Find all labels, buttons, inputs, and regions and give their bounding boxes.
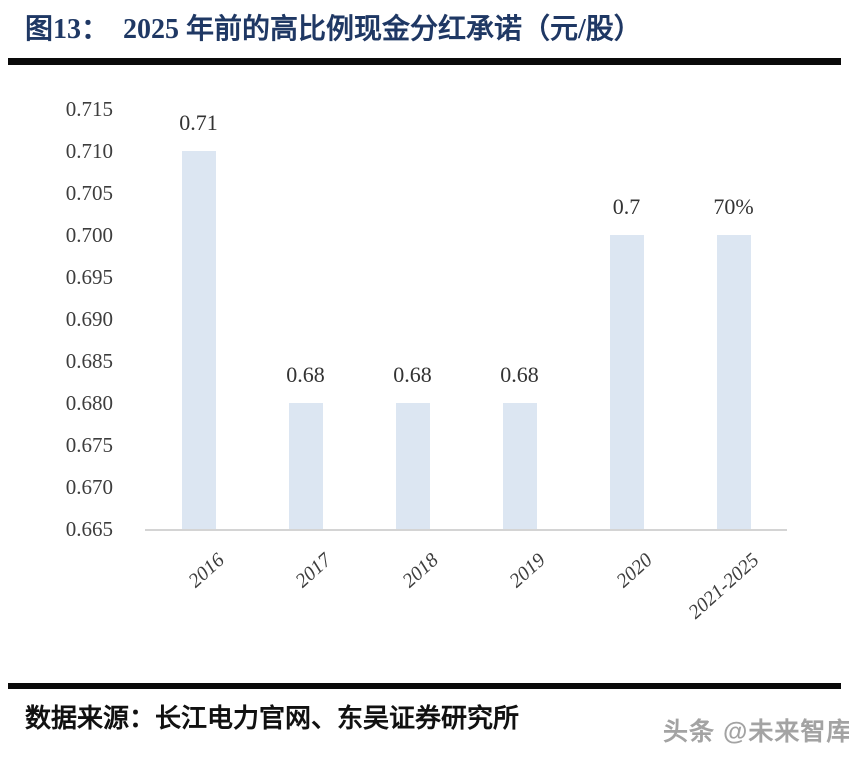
- bottom-divider: [8, 683, 841, 689]
- x-axis-tick-label: 2020: [611, 549, 657, 593]
- x-axis-line: [145, 529, 787, 531]
- bar-value-label: 0.7: [612, 194, 641, 219]
- dividend-bar-chart: 0.715 0.710 0.705 0.700 0.695 0.690 0.685 0.680…: [65, 97, 787, 624]
- page-title: 图13： 2025 年前的高比例现金分红承诺（元/股）: [25, 10, 825, 50]
- x-axis-tick-label: 2017: [290, 549, 336, 593]
- y-axis-tick-label: 0.665: [65, 517, 113, 541]
- bar-value-label: 0.68: [393, 362, 432, 387]
- figure-number-label: 图13：: [25, 14, 110, 45]
- y-axis-tick-label: 0.700: [65, 223, 113, 247]
- x-axis-tick-label: 2018: [397, 549, 443, 593]
- y-axis-tick-label: 0.715: [65, 97, 113, 121]
- bar-2016: [181, 151, 216, 529]
- y-axis-tick-label: 0.685: [65, 349, 113, 373]
- top-divider: [8, 58, 841, 65]
- bar-2018: [395, 403, 430, 529]
- y-axis-tick-label: 0.705: [65, 181, 113, 205]
- bar-value-label: 0.68: [500, 362, 539, 387]
- y-axis-tick-label: 0.675: [65, 433, 113, 457]
- bar-2017: [288, 403, 323, 529]
- y-axis-tick-label: 0.695: [65, 265, 113, 289]
- bar-value-label: 0.71: [179, 110, 218, 135]
- bar-value-label: 0.68: [286, 362, 325, 387]
- x-axis-tick-label: 2021-2025: [684, 549, 764, 624]
- y-axis-tick-label: 0.710: [65, 139, 113, 163]
- bar-2019: [502, 403, 537, 529]
- figure-title-text: 2025 年前的高比例现金分红承诺（元/股）: [123, 14, 642, 45]
- y-axis-tick-label: 0.670: [65, 475, 113, 499]
- toutiao-watermark: 头条 @未来智库: [663, 718, 849, 746]
- y-axis-tick-label: 0.680: [65, 391, 113, 415]
- y-axis-tick-label: 0.690: [65, 307, 113, 331]
- bar-2020: [609, 235, 644, 529]
- data-source-note: 数据来源：长江电力官网、东吴证券研究所: [25, 704, 520, 733]
- bar-2021-2025: [716, 235, 751, 529]
- bar-value-label: 70%: [713, 194, 754, 219]
- x-axis-tick-label: 2016: [183, 549, 229, 593]
- x-axis-tick-label: 2019: [504, 549, 550, 593]
